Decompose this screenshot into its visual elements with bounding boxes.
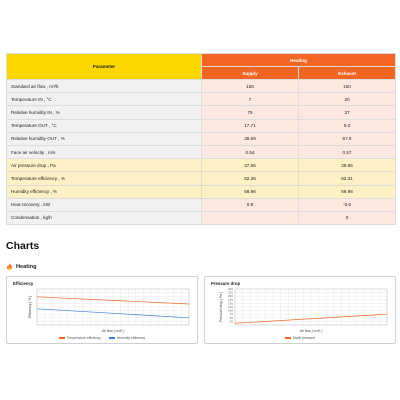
legend-swatch [108,337,115,339]
row-label: Standard air flow , m³/h [6,78,202,94]
supply-value: 0.9 [201,197,299,212]
row-label: Temperature IN , °C [6,92,202,107]
y-tick-label: 25 [230,319,234,323]
supply-value: 82.36 [201,171,299,186]
supply-value: 7 [201,92,299,107]
supply-value: 75 [201,105,299,120]
legend-swatch [284,337,291,339]
supply-value: 39.69 [201,131,299,146]
y-tick-label: 150 [228,301,233,305]
y-axis-label: Efficiency [ % ] [28,296,32,318]
pressure-chart-title: Pressure drop [211,281,241,286]
y-tick-label: 100 [228,309,233,313]
exhaust-value: 37 [297,105,397,120]
y-axis-label: Pressure drop [ Pa ] [219,292,223,322]
series-line-0 [234,313,388,324]
supply-value: 37.65 [201,158,299,173]
y-tick-label: 50 [230,316,234,320]
series-line-1 [36,308,190,319]
legend-label: Temperature efficiency [66,336,101,340]
exhaust-value: -0.6 [297,197,397,212]
x-axis-label: Air flow [ m³/h ] [101,329,125,333]
row-label: Heat recovery , kW [6,197,202,212]
heating-header: Heating [200,53,397,67]
table-row: Standard air flow , m³/h 150 150 [6,78,397,94]
legend-label: Humidity efficiency [116,336,146,340]
y-tick-label: 250 [228,287,233,291]
supply-value: 0.54 [201,144,299,160]
table-row: Temperature OUT , °C 17.71 9.3 [6,118,397,133]
exhaust-value: 82.31 [297,171,397,186]
efficiency-chart: Air flow [ m³/h ] Efficiency [ % ] [28,288,190,333]
supply-value [201,210,299,226]
flame-icon [7,263,12,270]
row-label: Relative humidity IN , % [6,105,202,120]
row-label: Condensation , kg/h [6,210,202,226]
exhaust-header: Exhaust [297,66,397,80]
series-line-0 [36,296,190,305]
x-axis-label: Air flow [ m³/h ] [299,329,323,333]
legend-swatch [58,337,65,339]
row-label: Air pressure drop , Pa [6,158,202,173]
table-row: Temperature efficiency , % 82.36 82.31 [6,171,397,186]
supply-value: 17.71 [201,118,299,133]
supply-value: 150 [201,78,299,94]
exhaust-value: 0.57 [297,144,397,160]
legend-item: Temperature efficiency [58,336,101,340]
row-label: Humidity efficiency , % [6,184,202,199]
exhaust-value: 39.86 [297,158,397,173]
table-row: Humidity efficiency , % 58.96 58.96 [6,184,397,199]
table-row: Face air velocity , m/s 0.54 0.57 [6,144,397,160]
table-row: Condensation , kg/h 0 [6,210,397,226]
exhaust-value: 20 [297,92,397,107]
table-row: Relative humidity IN , % 75 37 [6,105,397,120]
efficiency-chart-title: Efficiency [13,281,34,286]
heating-label: Heating [16,263,37,270]
legend-label: Static pressure [292,336,316,340]
pressure-legend: Static pressure [205,336,395,340]
performance-table: Parameter Heating Supply Exhaust Standar… [6,53,397,226]
parameter-header: Parameter [6,53,202,80]
row-label: Temperature OUT , °C [6,118,202,133]
legend-item: Humidity efficiency [108,336,146,340]
efficiency-legend: Temperature efficiency Humidity efficienc… [7,336,197,340]
plot-frame [234,288,388,326]
exhaust-value: 0 [297,210,397,226]
legend-item: Static pressure [284,336,316,340]
table-row: Temperature IN , °C 7 20 [6,92,397,107]
y-tick-label: 225 [228,291,233,295]
y-tick-label: 125 [228,305,233,309]
row-label: Temperature efficiency , % [6,171,202,186]
exhaust-value: 58.96 [297,184,397,199]
supply-value: 58.96 [201,184,299,199]
row-label: Relative humidity OUT , % [6,131,202,146]
exhaust-value: 150 [297,78,397,94]
table-row: Heat recovery , kW 0.9 -0.6 [6,197,397,212]
pressure-chart-card: Pressure drop 25 50 75 100 125 150 175 200 225 25… [204,276,396,344]
y-tick-label: 175 [228,298,233,302]
y-tick-label: 75 [230,312,234,316]
table-row: Relative humidity OUT , % 39.69 67.9 [6,131,397,146]
plot-frame [36,288,190,326]
efficiency-chart-card: Efficiency Air flow [ m³/h ] Efficiency [… [6,276,198,344]
charts-title: Charts [6,240,40,252]
y-tick-label: 200 [228,294,233,298]
exhaust-value: 67.9 [297,131,397,146]
heating-subtitle: Heating [6,263,37,270]
table-row: Air pressure drop , Pa 37.65 39.86 [6,158,397,173]
exhaust-value: 9.3 [297,118,397,133]
row-label: Face air velocity , m/s [6,144,202,160]
supply-header: Supply [201,66,299,80]
